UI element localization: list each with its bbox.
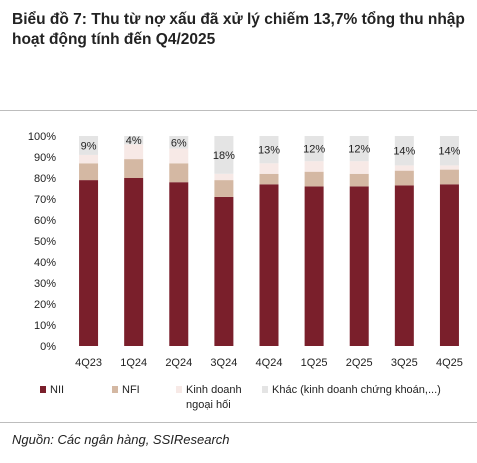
bar-segment-kinh-doanh-ngo-i-h-i xyxy=(439,165,459,170)
bar-segment-nii xyxy=(304,186,324,346)
x-tick-label: 2Q25 xyxy=(346,357,373,369)
y-tick-label: 30% xyxy=(34,278,56,290)
bar-segment-nfi xyxy=(214,180,234,197)
data-label: 9% xyxy=(81,140,97,152)
data-label: 13% xyxy=(258,145,280,157)
x-tick-label: 3Q24 xyxy=(210,357,237,369)
bar-segment-kh-c-kinh-doanh-ch-ng-kho-n xyxy=(349,136,369,162)
stacked-bar-chart: 0% 10% 20% 30% 40% 50% 60% 70% 80% 90% 100% 9% 4Q23 4… xyxy=(28,131,463,411)
bar-segment-kinh-doanh-ngo-i-h-i xyxy=(79,154,99,164)
bar-segment-nii xyxy=(259,184,279,346)
bar-segment-kh-c-kinh-doanh-ch-ng-kho-n xyxy=(79,136,99,155)
source-divider xyxy=(0,422,477,423)
bar-segment-nfi xyxy=(349,173,369,187)
bar-segment-kh-c-kinh-doanh-ch-ng-kho-n xyxy=(394,136,414,166)
x-tick-label: 2Q24 xyxy=(165,357,192,369)
bar-segment-kinh-doanh-ngo-i-h-i xyxy=(169,148,189,164)
bar-segment-nii xyxy=(169,182,189,346)
y-tick-label: 80% xyxy=(34,173,56,185)
data-label: 12% xyxy=(303,144,325,156)
bar-segment-nfi xyxy=(79,163,99,181)
data-label: 18% xyxy=(213,150,235,162)
bar-segment-nfi xyxy=(394,170,414,186)
y-tick-label: 20% xyxy=(34,299,56,311)
bar-segment-kh-c-kinh-doanh-ch-ng-kho-n xyxy=(124,136,144,145)
legend-swatch xyxy=(40,386,46,393)
title-divider xyxy=(0,110,477,111)
bar-segment-nfi xyxy=(169,163,189,183)
bar-segment-nii xyxy=(214,196,234,346)
y-tick-label: 50% xyxy=(34,236,56,248)
chart-title: Biểu đồ 7: Thu từ nợ xấu đã xử lý chiếm … xyxy=(12,11,465,48)
bar-segment-nfi xyxy=(304,171,324,187)
data-label: 14% xyxy=(393,146,415,158)
y-tick-label: 40% xyxy=(34,257,56,269)
data-label: 4% xyxy=(126,135,142,147)
x-tick-label: 4Q23 xyxy=(75,357,102,369)
bar-segment-kinh-doanh-ngo-i-h-i xyxy=(349,161,369,174)
bar-segment-nfi xyxy=(259,173,279,185)
legend-swatch xyxy=(262,386,268,393)
bar-segment-nii xyxy=(439,184,459,346)
x-tick-label: 3Q25 xyxy=(391,357,418,369)
legend-label: NFI xyxy=(122,384,140,396)
x-tick-label: 4Q24 xyxy=(256,357,283,369)
bar-segment-kinh-doanh-ngo-i-h-i xyxy=(214,173,234,181)
legend-swatch xyxy=(176,386,182,393)
bar-segment-nii xyxy=(349,186,369,346)
bar-segment-kinh-doanh-ngo-i-h-i xyxy=(124,144,144,160)
y-tick-label: 100% xyxy=(28,131,56,143)
legend-label: Kinh doanh ngoại hối xyxy=(186,384,242,411)
legend-label: NII xyxy=(50,384,64,396)
bar-segment-nii xyxy=(394,185,414,346)
bar-segment-kh-c-kinh-doanh-ch-ng-kho-n xyxy=(259,136,279,164)
x-tick-label: 4Q25 xyxy=(436,357,463,369)
bar-segment-kh-c-kinh-doanh-ch-ng-kho-n xyxy=(304,136,324,162)
bar-segment-kh-c-kinh-doanh-ch-ng-kho-n xyxy=(214,136,234,174)
x-tick-label: 1Q24 xyxy=(120,357,147,369)
bar-segment-nii xyxy=(79,180,99,346)
bar-segment-nfi xyxy=(439,169,459,185)
bar-segment-nfi xyxy=(124,159,144,178)
y-tick-label: 70% xyxy=(34,194,56,206)
bar-segment-kh-c-kinh-doanh-ch-ng-kho-n xyxy=(439,136,459,166)
bar-segment-kh-c-kinh-doanh-ch-ng-kho-n xyxy=(169,136,189,149)
data-label: 6% xyxy=(171,137,187,149)
y-tick-label: 90% xyxy=(34,152,56,164)
y-tick-label: 0% xyxy=(40,341,56,353)
data-label: 12% xyxy=(348,144,370,156)
x-tick-label: 1Q25 xyxy=(301,357,328,369)
bar-segment-nii xyxy=(124,178,144,346)
bar-segment-kinh-doanh-ngo-i-h-i xyxy=(304,161,324,172)
y-tick-label: 60% xyxy=(34,215,56,227)
legend-label: Khác (kinh doanh chứng khoán,...) xyxy=(272,384,441,396)
legend-swatch xyxy=(112,386,118,393)
bar-segment-kinh-doanh-ngo-i-h-i xyxy=(259,163,279,174)
bar-segment-kinh-doanh-ngo-i-h-i xyxy=(394,165,414,171)
source-note: Nguồn: Các ngân hàng, SSIResearch xyxy=(12,432,230,447)
data-label: 14% xyxy=(438,146,460,158)
y-tick-label: 10% xyxy=(34,320,56,332)
